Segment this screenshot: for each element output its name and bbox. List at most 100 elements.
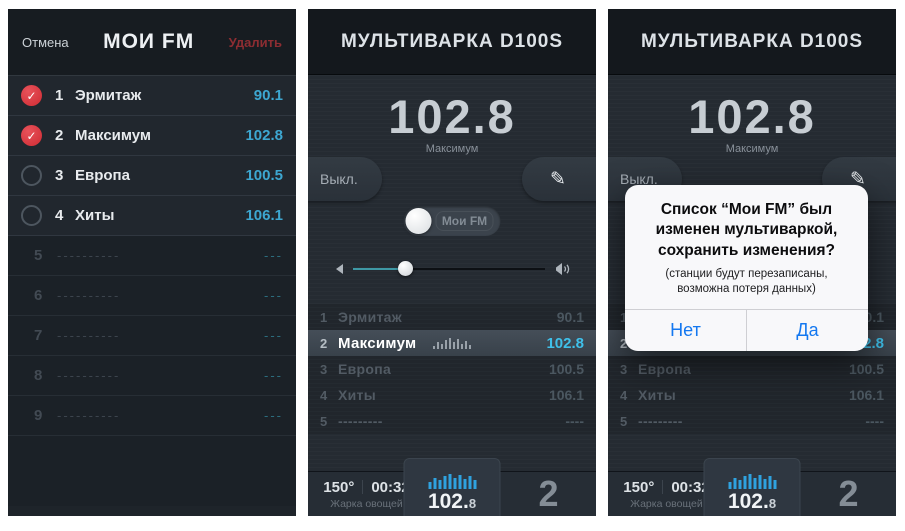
cooking-status: 150° 00:32 Жарка овощей: [608, 472, 726, 516]
station-frequency: 106.1: [245, 207, 283, 224]
volume-low-icon[interactable]: [332, 263, 344, 275]
station-row[interactable]: 3 Европа 100.5: [308, 356, 596, 382]
cancel-button[interactable]: Отмена: [22, 34, 69, 50]
empty-slot-row[interactable]: 5 --------- ----: [308, 408, 596, 434]
slot-frequency-placeholder: ----: [565, 413, 584, 429]
pencil-icon: ✎: [850, 168, 866, 190]
power-off-label: Выкл.: [320, 171, 358, 187]
device-header: МУЛЬТИВАРКА D100S: [608, 9, 896, 75]
my-fm-toggle[interactable]: Мои FM: [403, 206, 501, 236]
slot-placeholder: ----------: [57, 328, 121, 343]
slot-placeholder: ----------: [57, 288, 121, 303]
radio-frequency-tab[interactable]: 102.8: [403, 458, 501, 516]
my-fm-toggle-label: Мои FM: [435, 211, 494, 231]
dialog-yes-button[interactable]: Да: [796, 320, 819, 341]
station-number: 4: [620, 387, 628, 403]
current-frequency: 102.8: [388, 90, 516, 143]
station-name: Европа: [338, 361, 392, 377]
toggle-knob[interactable]: [405, 208, 432, 234]
radio-frequency-tab[interactable]: 102.8: [703, 458, 801, 516]
dialog-subtitle: (станции будут перезаписаны, возможна по…: [665, 268, 828, 296]
power-off-button[interactable]: Выкл.: [308, 157, 382, 201]
slot-number: 5: [620, 413, 628, 429]
station-name: Хиты: [338, 387, 376, 403]
list-footer-spacer: [8, 436, 296, 506]
station-row[interactable]: 3 Европа 100.5: [608, 356, 896, 382]
slot-placeholder: ----------: [57, 248, 121, 263]
station-name: Европа: [75, 167, 130, 184]
edit-stations-button[interactable]: ✎: [522, 157, 596, 201]
station-name: Эрмитаж: [75, 87, 142, 104]
slot-frequency-placeholder: ---: [264, 288, 283, 303]
station-row[interactable]: ✓ 1 Эрмитаж 90.1: [8, 76, 296, 116]
station-frequency: 106.1: [548, 387, 584, 403]
checkbox-checked-icon[interactable]: ✓: [21, 125, 42, 146]
radio-player-screen: МУЛЬТИВАРКА D100S 102.8 Максимум Выкл. ✎…: [308, 9, 596, 516]
station-row[interactable]: 4 Хиты 106.1: [308, 382, 596, 408]
empty-slot-row[interactable]: 5 --------- ----: [608, 408, 896, 434]
station-row[interactable]: ✓ 2 Максимум 102.8: [8, 116, 296, 156]
volume-slider-thumb[interactable]: [397, 261, 413, 276]
empty-slot-row[interactable]: 8 ---------- ---: [8, 356, 296, 396]
empty-slot-row[interactable]: 5 ---------- ---: [8, 236, 296, 276]
station-name: Хиты: [75, 207, 115, 224]
divider: [362, 480, 364, 494]
equalizer-icon: [433, 338, 471, 349]
station-frequency: 90.1: [253, 87, 283, 104]
station-list: 1 Эрмитаж 90.1 2 Максимум 102.8 3 Европа…: [308, 304, 596, 434]
power-off-label: Выкл.: [620, 171, 658, 187]
station-frequency: 102.8: [546, 334, 584, 352]
slot-frequency-placeholder: ---: [264, 408, 283, 423]
current-frequency: 102.8: [688, 90, 816, 143]
slot-placeholder: ----------: [57, 368, 121, 383]
volume-slider[interactable]: [353, 261, 545, 276]
station-row-active[interactable]: 2 Максимум 102.8: [308, 330, 596, 356]
station-frequency: 100.5: [548, 361, 584, 377]
divider: [662, 480, 664, 494]
slot-frequency-placeholder: ----: [865, 413, 884, 429]
slot-number: 5: [34, 247, 43, 264]
status-bar: 150° 00:32 Жарка овощей 102.8 2: [308, 458, 596, 516]
current-station-name: Максимум: [725, 143, 779, 155]
station-row[interactable]: 1 Эрмитаж 90.1: [308, 304, 596, 330]
empty-slot-row[interactable]: 6 ---------- ---: [8, 276, 296, 316]
timer-value: 00:32: [371, 478, 410, 496]
slot-frequency-placeholder: ---: [264, 248, 283, 263]
station-number: 4: [55, 207, 64, 224]
checkbox-unchecked-icon[interactable]: [21, 165, 42, 186]
station-frequency: 106.1: [848, 387, 884, 403]
checkbox-checked-icon[interactable]: ✓: [21, 85, 42, 106]
equalizer-blue-icon: [428, 474, 476, 489]
frequency-display: 102.8 Максимум: [608, 93, 896, 155]
device-header: МУЛЬТИВАРКА D100S: [308, 9, 596, 75]
station-name: Максимум: [338, 334, 417, 352]
station-row[interactable]: 3 Европа 100.5: [8, 156, 296, 196]
tab-frequency-dec: 8: [468, 496, 477, 511]
station-frequency: 102.8: [245, 127, 283, 144]
station-number: 2: [55, 127, 64, 144]
station-name: Максимум: [75, 127, 152, 144]
volume-control: [332, 261, 572, 277]
station-number: 2: [620, 335, 628, 351]
station-row[interactable]: 4 Хиты 106.1: [8, 196, 296, 236]
dialog-no-button[interactable]: Нет: [625, 310, 747, 352]
edit-header: Отмена МОИ FM Удалить: [8, 9, 296, 76]
program-name: Жарка овощей: [330, 497, 403, 510]
empty-slot-row[interactable]: 9 ---------- ---: [8, 396, 296, 436]
tab-frequency-int: 102.: [427, 490, 469, 513]
volume-high-icon[interactable]: [554, 262, 572, 276]
station-number: 4: [320, 387, 328, 403]
slot-number: 7: [34, 327, 43, 344]
volume-fill: [353, 268, 405, 270]
slot-number: 5: [320, 413, 328, 429]
slot-placeholder: ---------: [338, 413, 383, 429]
station-name: Эрмитаж: [338, 309, 402, 325]
checkbox-unchecked-icon[interactable]: [21, 205, 42, 226]
player-main: 102.8 Максимум Выкл. ✎ Мои FM: [308, 75, 596, 516]
slot-frequency-placeholder: ---: [264, 368, 283, 383]
station-row[interactable]: 4 Хиты 106.1: [608, 382, 896, 408]
delete-button[interactable]: Удалить: [228, 34, 282, 50]
pencil-icon: ✎: [550, 168, 566, 190]
empty-slot-row[interactable]: 7 ---------- ---: [8, 316, 296, 356]
